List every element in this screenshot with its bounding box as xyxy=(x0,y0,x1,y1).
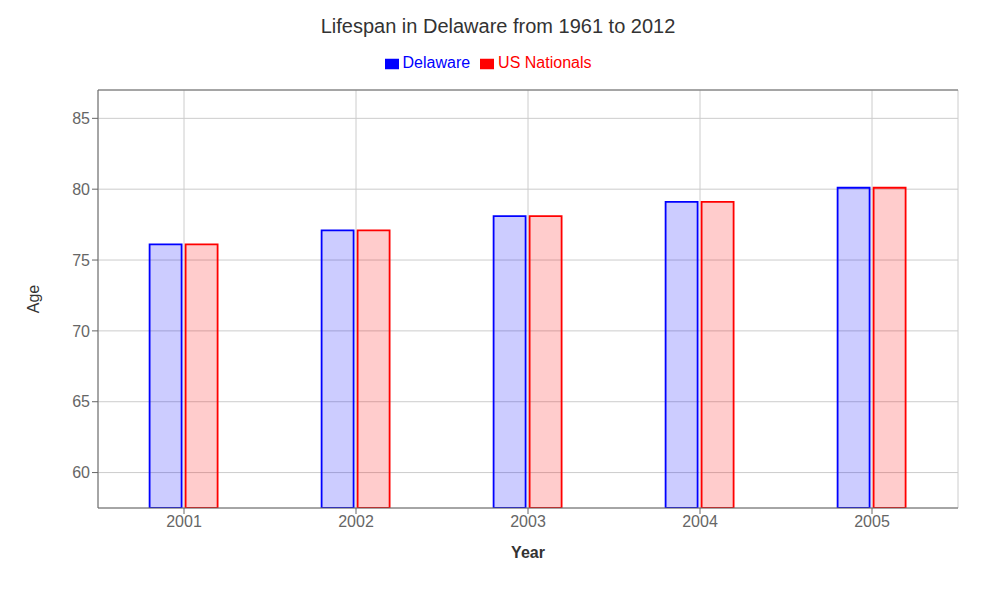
svg-text:Year: Year xyxy=(511,544,545,561)
svg-text:80: 80 xyxy=(72,181,90,198)
svg-text:2002: 2002 xyxy=(338,513,374,530)
svg-text:2005: 2005 xyxy=(854,513,890,530)
svg-text:65: 65 xyxy=(72,393,90,410)
html-text:US Nationals: US Nationals xyxy=(498,54,592,71)
html-text:Delaware: Delaware xyxy=(402,54,471,71)
html-text:Lifespan in Delaware from 1961: Lifespan in Delaware from 1961 to 2012 xyxy=(320,15,676,37)
svg-text:70: 70 xyxy=(72,323,90,340)
svg-text:2004: 2004 xyxy=(682,513,718,530)
svg-text:Age: Age xyxy=(25,285,42,314)
svg-text:75: 75 xyxy=(72,252,90,269)
svg-text:85: 85 xyxy=(72,110,90,127)
svg-text:2003: 2003 xyxy=(510,513,546,530)
svg-text:60: 60 xyxy=(72,464,90,481)
svg-text:2001: 2001 xyxy=(166,513,202,530)
